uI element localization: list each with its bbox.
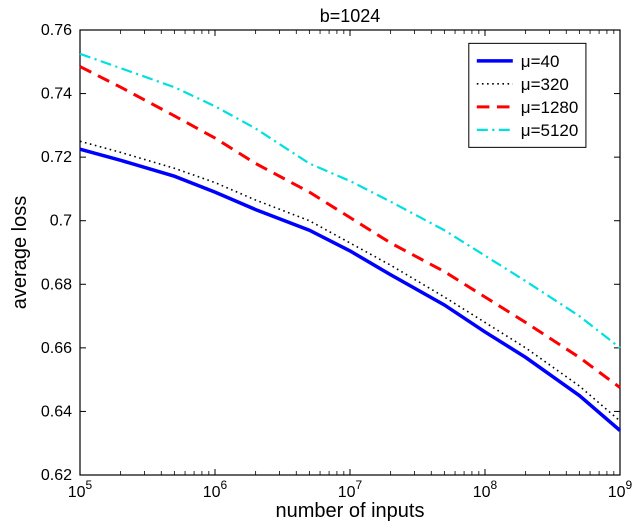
legend-label: μ=5120 [521,121,579,140]
y-tick-label: 0.7 [50,213,72,230]
y-tick-label: 0.76 [41,22,72,39]
legend-label: μ=40 [521,52,560,71]
y-axis-label: average loss [9,196,31,309]
x-axis-label: number of inputs [276,500,425,522]
legend-label: μ=1280 [521,98,579,117]
y-tick-label: 0.62 [41,467,72,484]
y-tick-label: 0.74 [41,86,72,103]
y-tick-label: 0.72 [41,149,72,166]
line-chart: 0.620.640.660.680.70.720.740.76105106107… [0,0,640,525]
y-tick-label: 0.66 [41,340,72,357]
y-tick-label: 0.64 [41,403,72,420]
chart-title: b=1024 [320,6,381,26]
y-tick-label: 0.68 [41,276,72,293]
legend-label: μ=320 [521,75,569,94]
chart-container: 0.620.640.660.680.70.720.740.76105106107… [0,0,640,525]
